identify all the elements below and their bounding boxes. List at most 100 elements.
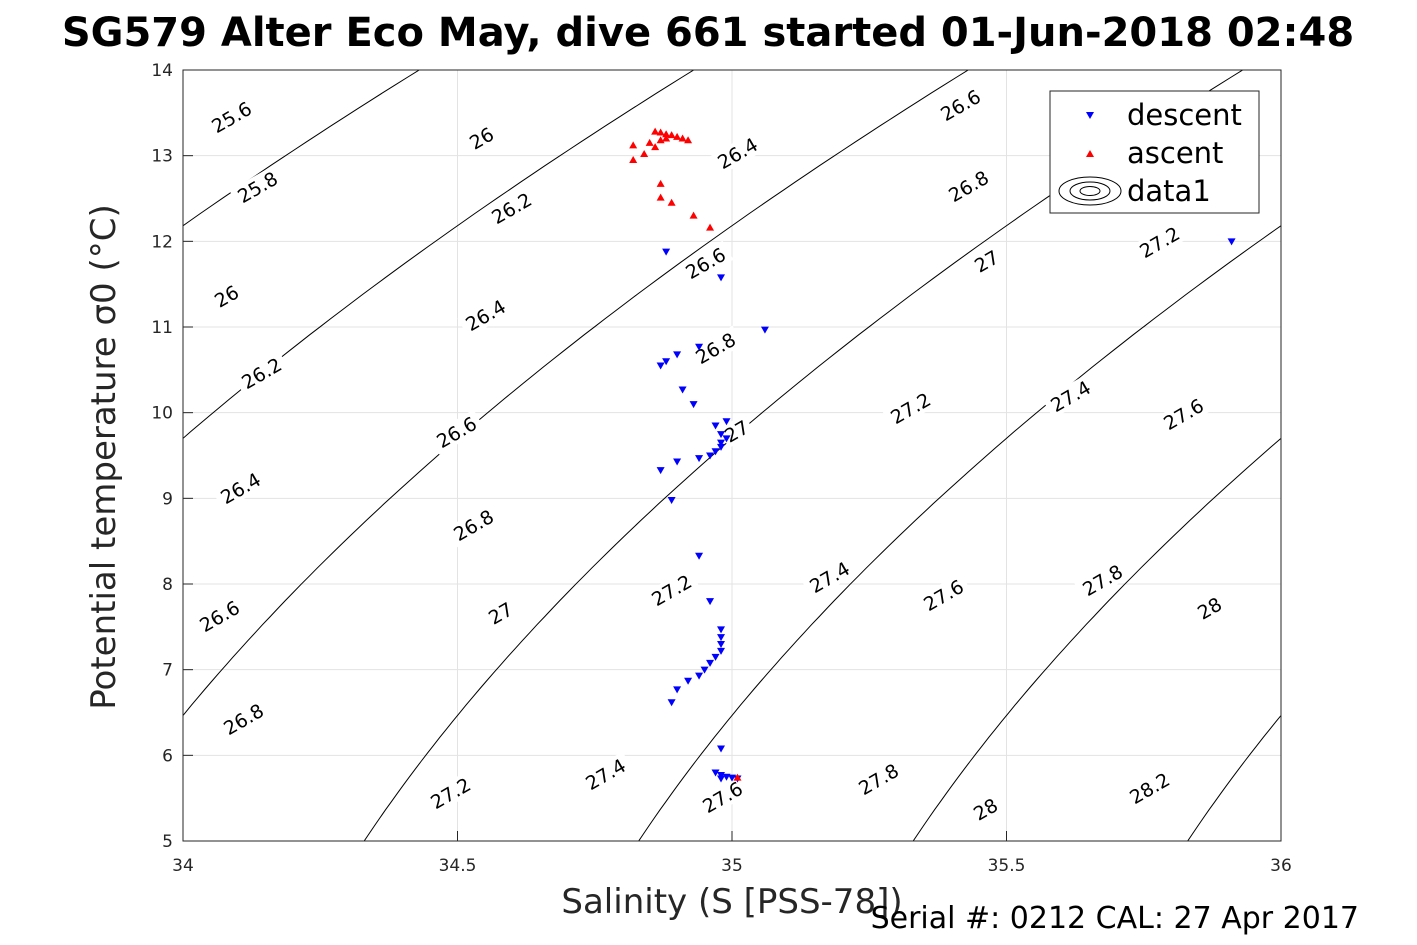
contour-label-bg [915, 572, 972, 618]
x-axis-label: Salinity (S [PSS-78]) [561, 882, 902, 922]
descent-point [717, 640, 726, 648]
contour-label-bg [229, 164, 286, 210]
contour-label-bg [483, 185, 540, 231]
contour-label-bg [687, 325, 744, 371]
ascent-point [662, 130, 671, 138]
descent-point [728, 774, 736, 782]
ascent-point [689, 211, 698, 219]
ascent-point [673, 132, 682, 140]
descent-point [760, 326, 769, 334]
ascent-point [656, 193, 665, 201]
contour-label-bg [643, 567, 700, 613]
ascent-point [651, 127, 660, 135]
contour-label-bg [1042, 373, 1099, 419]
contour-label-bg [932, 82, 989, 128]
descent-point [662, 358, 671, 366]
descent-point [717, 775, 726, 783]
descent-point [695, 455, 704, 463]
descent-point [717, 647, 726, 655]
y-tick-label: 12 [151, 232, 173, 252]
isopycnal-line [638, 225, 1281, 841]
descent-point [717, 439, 726, 447]
y-tick-label: 11 [151, 318, 173, 338]
y-tick-label: 13 [151, 147, 173, 167]
contour-label-bg [577, 751, 634, 797]
ascent-point [684, 136, 693, 144]
descent-point [678, 386, 687, 394]
descent-point [717, 443, 726, 451]
descent-point [711, 448, 720, 456]
x-tick-label: 36 [1270, 856, 1292, 876]
ascent-point [640, 149, 649, 157]
descent-point [722, 418, 731, 426]
contour-label-bg [212, 465, 269, 511]
descent-point [722, 435, 731, 443]
isopycnal-line [183, 70, 970, 717]
descent-point [695, 552, 704, 560]
contour-label-bg [203, 94, 260, 140]
contour-label-bg [1155, 391, 1212, 437]
contour-label-bg [208, 279, 245, 314]
descent-point [667, 699, 676, 707]
y-tick-label: 9 [162, 489, 173, 509]
descent-point [717, 274, 726, 282]
serial-cal-note: Serial #: 0212 CAL: 27 Apr 2017 [871, 901, 1359, 936]
contour-label-bg [709, 130, 766, 176]
y-tick-label: 14 [151, 61, 173, 81]
contour-label-bg [422, 770, 479, 816]
descent-point [711, 422, 720, 430]
contour-label-bg [445, 502, 502, 548]
x-tick-label: 34 [172, 856, 194, 876]
descent-point [684, 677, 693, 685]
contour-label-bg [233, 350, 290, 396]
descent-point [717, 745, 726, 753]
contour-label-bg [215, 696, 272, 742]
x-tick-label: 35.5 [988, 856, 1026, 876]
legend-descent-label: descent [1127, 98, 1242, 132]
descent-point [706, 598, 715, 606]
ascent-point [656, 128, 665, 136]
legend-ascent-marker [1086, 150, 1094, 157]
descent-point [695, 343, 704, 351]
contour-label-bg [428, 409, 485, 455]
descent-point [667, 497, 676, 505]
descent-point [717, 431, 726, 439]
descent-point [662, 248, 671, 256]
contour-label-bg [801, 554, 858, 600]
chart-title: SG579 Alter Eco May, dive 661 started 01… [62, 10, 1354, 56]
legend-box [1049, 90, 1260, 214]
data-points [629, 127, 1236, 783]
contour-label-bg [967, 792, 1004, 827]
descent-point [656, 467, 665, 475]
isopycnal-line [1187, 714, 1281, 841]
descent-point [700, 666, 709, 674]
ascent-point [667, 131, 676, 139]
contour-label-bg [677, 240, 734, 286]
contour-label-bg [457, 292, 514, 338]
descent-point [689, 401, 698, 409]
legend: descent ascent data1 [1049, 90, 1260, 214]
descent-point [695, 672, 704, 680]
y-tick-label: 7 [162, 661, 173, 681]
y-tick-label: 10 [151, 404, 173, 424]
ascent-point [733, 773, 742, 781]
legend-ascent-label: ascent [1127, 136, 1223, 170]
descent-point [706, 659, 715, 667]
descent-point [717, 634, 726, 642]
descent-point [711, 653, 720, 661]
y-axis-ticks: 5 6 7 8 9 10 11 12 13 14 [151, 61, 193, 852]
descent-point [717, 626, 726, 634]
ascent-point [645, 138, 654, 146]
x-tick-label: 35 [721, 856, 743, 876]
contour-label-bg [694, 774, 751, 820]
contour-label-bg [882, 385, 939, 431]
contour-label-bg [482, 596, 519, 631]
legend-descent-marker [1086, 112, 1094, 119]
ascent-point [678, 134, 687, 142]
x-tick-label: 34.5 [439, 856, 477, 876]
y-tick-label: 6 [162, 746, 173, 766]
descent-point [656, 362, 665, 370]
isopycnal-line [912, 437, 1281, 841]
descent-point [711, 769, 720, 777]
isopycnal-line [183, 70, 695, 440]
